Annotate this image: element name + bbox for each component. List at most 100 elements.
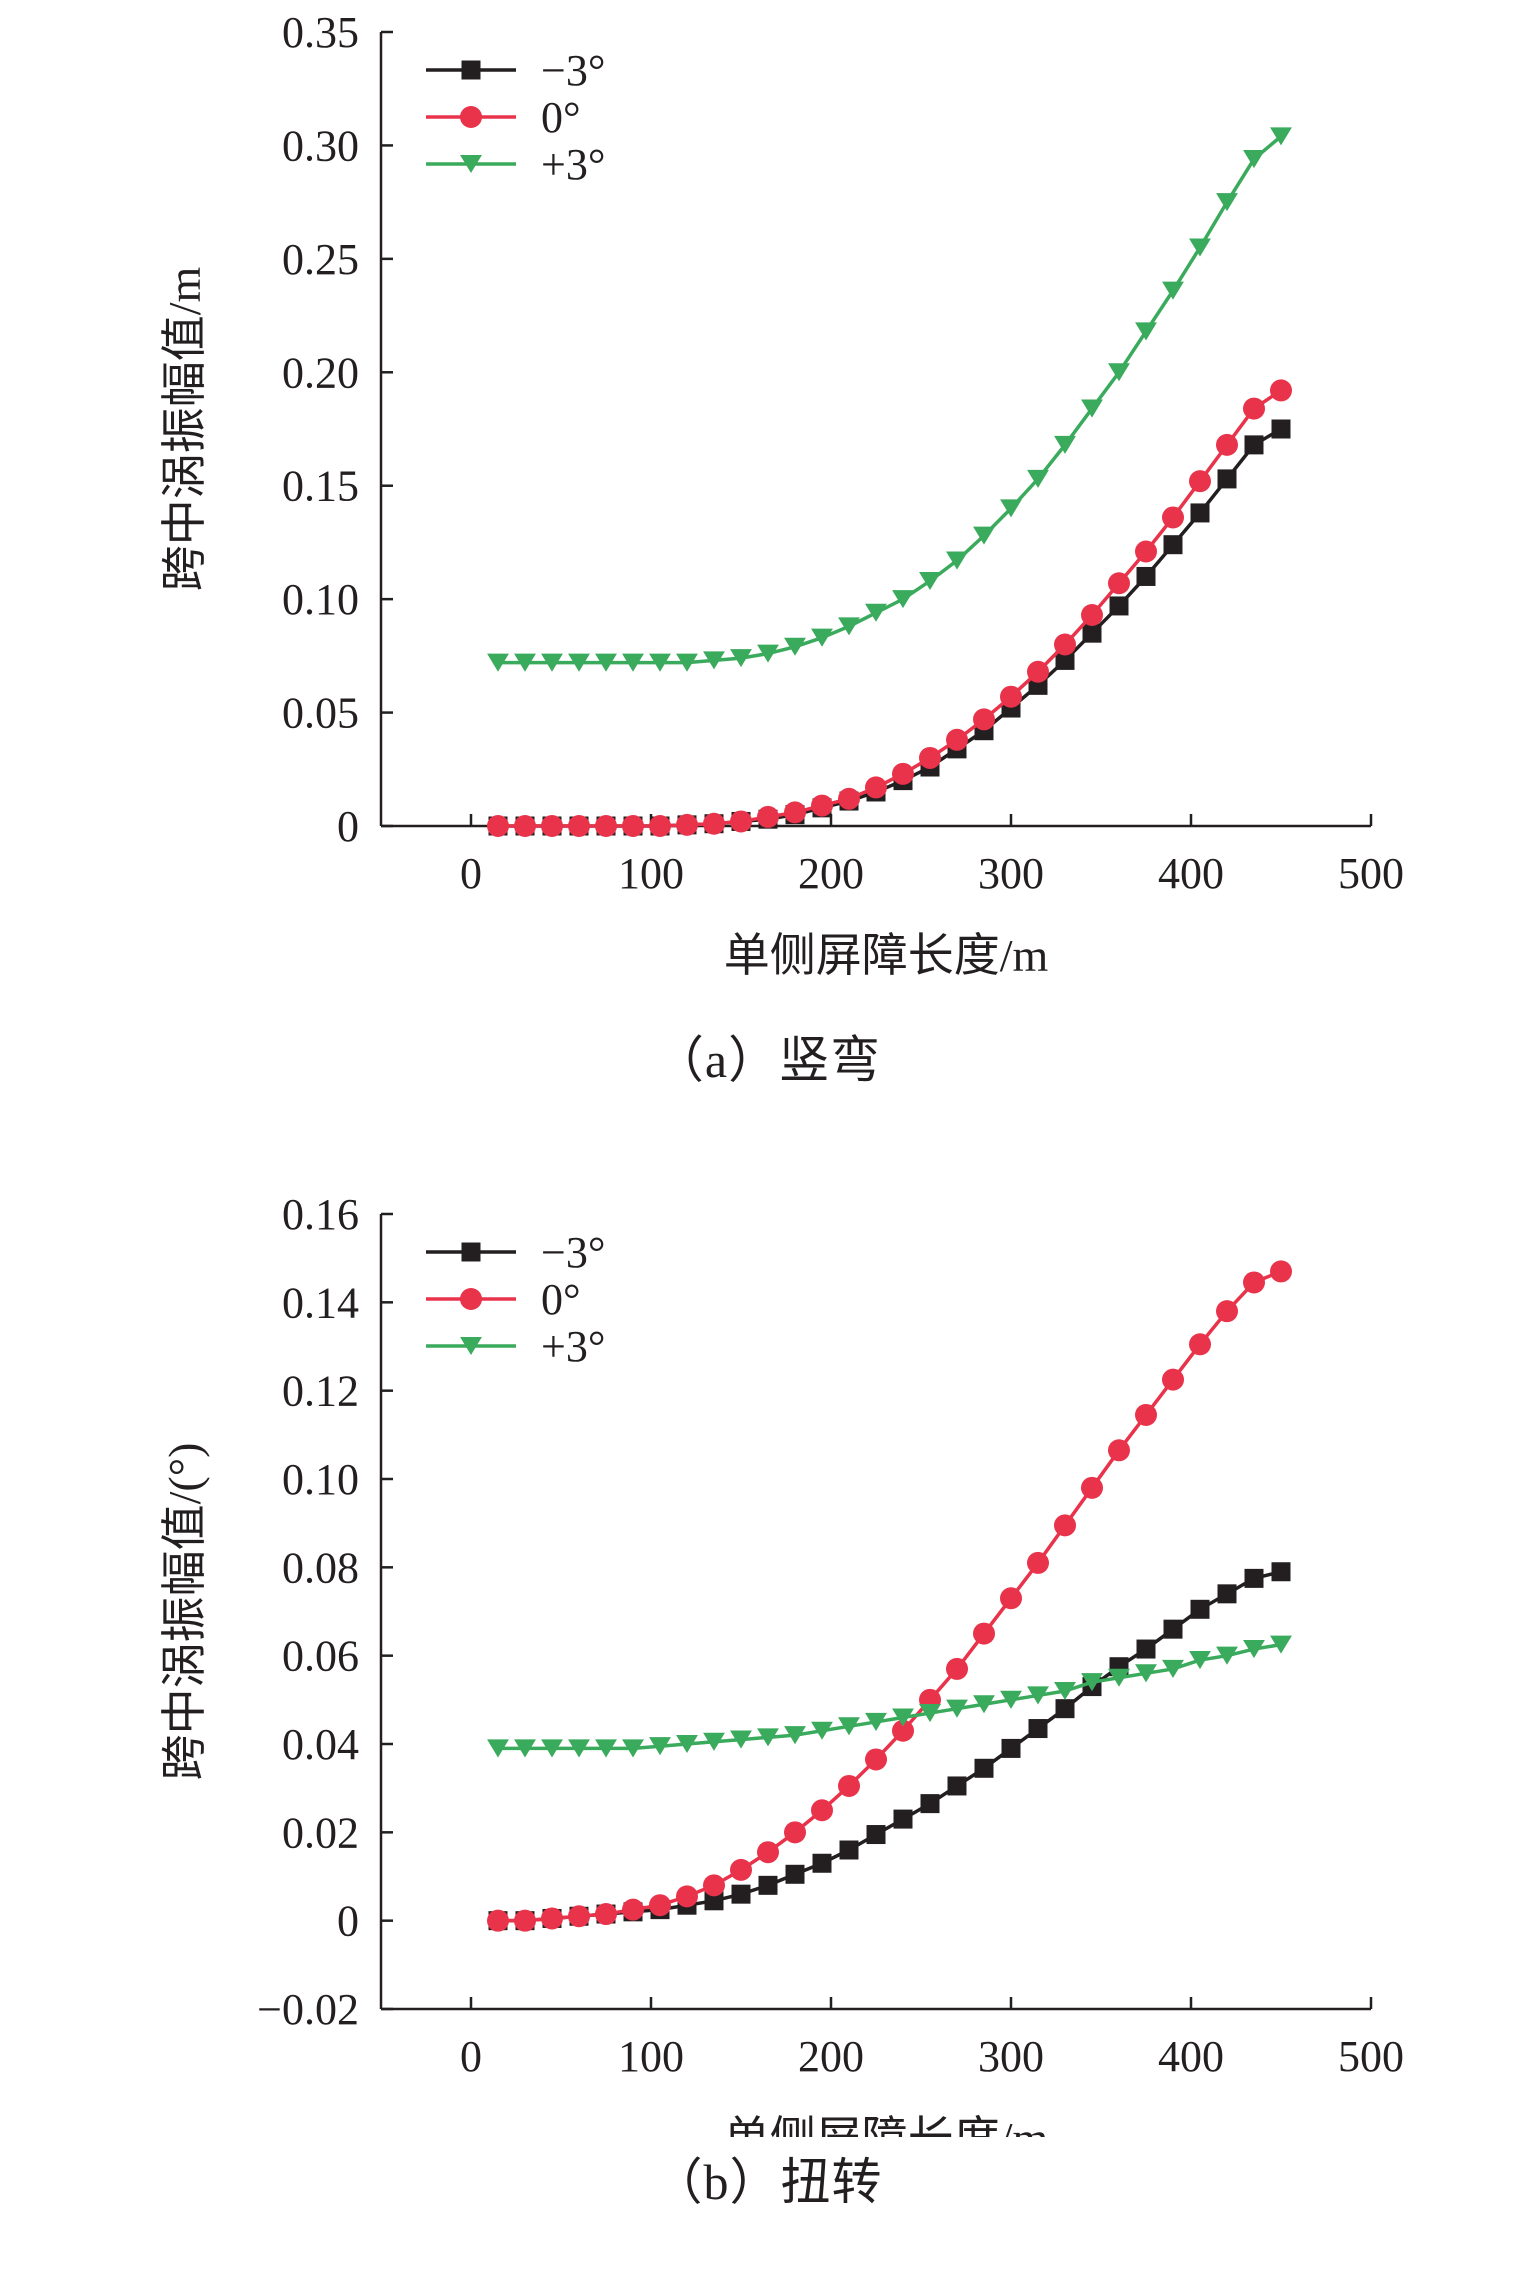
x-axis-label: 单侧屏障长度/m <box>724 930 1049 981</box>
data-point <box>1271 419 1291 439</box>
y-tick-label: 0.16 <box>282 1190 359 1239</box>
data-point <box>1163 535 1183 555</box>
data-point <box>568 1739 590 1758</box>
chart-torsion: −0.02 0 0.02 0.04 0.06 0.08 0.10 0.12 0.14 0.16 0 1… <box>159 1190 1404 2164</box>
data-point <box>568 653 590 672</box>
data-point <box>676 1734 698 1754</box>
data-point <box>487 653 509 672</box>
data-point <box>892 1719 914 1742</box>
data-point <box>1189 1333 1211 1356</box>
data-point <box>1244 1568 1264 1588</box>
data-point <box>1244 435 1264 455</box>
data-point <box>1081 399 1103 418</box>
data-point <box>1243 1640 1265 1659</box>
data-point <box>649 653 671 672</box>
data-point <box>514 653 536 672</box>
data-point <box>1190 503 1210 523</box>
data-point <box>514 1739 536 1758</box>
data-point <box>1082 623 1102 643</box>
x-tick-label: 300 <box>978 849 1044 898</box>
y-axis-label: 跨中涡振幅值/(°) <box>159 1443 210 1781</box>
data-point <box>784 1821 806 1844</box>
data-point <box>568 815 590 837</box>
data-point <box>1217 1584 1237 1604</box>
chart-panel-torsion: −0.02 0 0.02 0.04 0.06 0.08 0.10 0.12 0.14 0.16 0 1… <box>0 1137 1535 2274</box>
data-point <box>1055 650 1075 670</box>
data-point <box>487 1739 509 1758</box>
data-point <box>919 746 941 769</box>
data-point <box>1135 1664 1157 1683</box>
y-tick-label: 0.35 <box>282 8 359 57</box>
data-point <box>1054 435 1076 454</box>
data-point <box>973 1695 995 1714</box>
data-point <box>1027 469 1049 488</box>
data-point <box>946 1657 968 1680</box>
series-line <box>498 427 1282 828</box>
data-point <box>595 1739 617 1758</box>
legend-marker <box>460 106 482 128</box>
data-point <box>974 1758 994 1778</box>
series-1 <box>487 1260 1292 1932</box>
data-point <box>784 1726 806 1745</box>
data-point <box>919 571 941 591</box>
data-point <box>676 1885 698 1908</box>
legend-label: +3° <box>541 140 605 189</box>
data-point <box>595 1903 617 1926</box>
data-point <box>811 628 833 647</box>
data-point <box>649 815 671 837</box>
data-point <box>541 1907 563 1930</box>
y-tick-label: 0.10 <box>282 1455 359 1504</box>
data-point <box>1270 1260 1292 1283</box>
data-point <box>1217 469 1237 489</box>
x-tick-label: 200 <box>798 849 864 898</box>
data-point <box>893 1809 913 1829</box>
data-point <box>920 1794 940 1814</box>
y-tick-label: 0.25 <box>282 235 359 284</box>
data-point <box>1000 1587 1022 1610</box>
legend-label: 0° <box>541 1275 581 1324</box>
data-point <box>649 1894 671 1917</box>
data-point <box>1270 379 1292 402</box>
data-point <box>1162 1368 1184 1391</box>
data-point <box>1108 363 1130 382</box>
data-point <box>1001 1738 1021 1758</box>
chart-panel-vertical-bending: 0 0.05 0.10 0.15 0.20 0.25 0.30 0.35 0 100 200 300 4… <box>159 8 1404 1088</box>
data-point <box>784 801 806 824</box>
data-point <box>1136 1639 1156 1659</box>
data-point <box>1162 281 1184 300</box>
data-point <box>1162 1659 1184 1678</box>
data-point <box>811 1799 833 1822</box>
x-axis-label: 单侧屏障长度/m <box>724 2113 1049 2137</box>
series-2 <box>487 127 1292 672</box>
data-point <box>1055 1699 1075 1719</box>
data-point <box>757 644 779 663</box>
series-line <box>498 135 1283 665</box>
data-point <box>1108 1439 1130 1462</box>
data-point <box>1135 540 1157 563</box>
y-tick-label: 0.20 <box>282 348 359 397</box>
data-point <box>487 1909 509 1932</box>
data-point <box>704 1891 724 1911</box>
chart-vertical-bending: 0 0.05 0.10 0.15 0.20 0.25 0.30 0.35 0 100 200 300 4… <box>159 8 1404 981</box>
data-point <box>1243 397 1265 420</box>
data-point <box>865 776 887 799</box>
data-point <box>730 1730 752 1749</box>
data-point <box>676 653 698 672</box>
data-point <box>1109 596 1129 616</box>
data-point <box>839 1840 859 1860</box>
data-point <box>1136 566 1156 586</box>
data-point <box>1243 1271 1265 1294</box>
data-point <box>1163 1619 1183 1639</box>
x-tick-label: 500 <box>1338 849 1404 898</box>
data-point <box>785 1864 805 1884</box>
series-2 <box>487 1635 1292 1758</box>
data-point <box>946 1699 968 1718</box>
data-point <box>1243 150 1265 169</box>
y-axis-label: 跨中涡振幅值/m <box>159 267 210 592</box>
data-point <box>1216 193 1238 212</box>
data-point <box>758 1875 778 1895</box>
legend-label: +3° <box>541 1322 605 1371</box>
data-point <box>1054 1681 1076 1701</box>
data-point <box>730 810 752 833</box>
data-point <box>1027 1551 1049 1574</box>
